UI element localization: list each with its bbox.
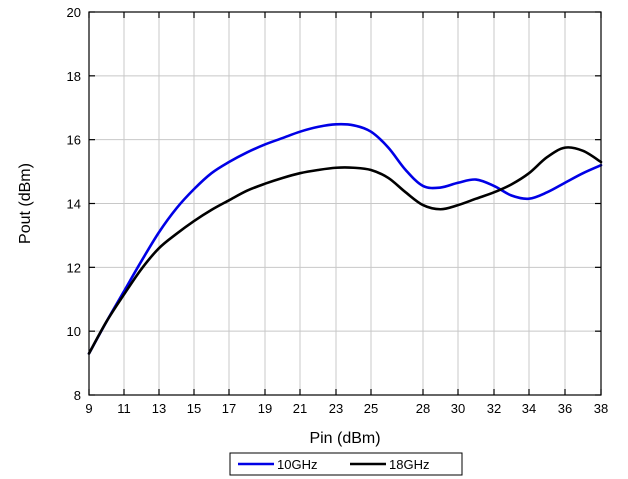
y-tick-label: 8: [74, 388, 81, 403]
legend-label-18ghz: 18GHz: [389, 457, 429, 472]
x-tick-label: 13: [152, 401, 166, 416]
x-tick-label: 38: [594, 401, 608, 416]
series-lines: [87, 122, 603, 355]
legend-box: [229, 452, 463, 476]
x-tick-label: 34: [522, 401, 536, 416]
y-tick-label: 14: [67, 197, 81, 212]
legend-label-10ghz: 10GHz: [277, 457, 317, 472]
x-tick-label: 17: [222, 401, 236, 416]
x-tick-label: 36: [558, 401, 572, 416]
y-axis-label: Pout (dBm): [17, 163, 34, 244]
y-tick-label: 12: [67, 260, 81, 275]
x-tick-label: 28: [416, 401, 430, 416]
x-axis-label: Pin (dBm): [309, 430, 380, 447]
x-tick-label: 9: [85, 401, 92, 416]
x-tick-label: 25: [364, 401, 378, 416]
tick-labels: 9 11 13 15 17 19 21 23 25 28 30 32 34 36 38 8 10 12 14 16 18…: [67, 5, 609, 416]
legend: 10GHz 18GHz: [229, 452, 463, 476]
x-tick-label: 19: [258, 401, 272, 416]
y-tick-label: 20: [67, 5, 81, 20]
series-line-10ghz: [87, 122, 603, 355]
axis-ticks: [88, 11, 602, 396]
series-line-18ghz: [87, 146, 603, 355]
x-tick-label: 32: [487, 401, 501, 416]
x-tick-label: 11: [117, 401, 131, 416]
x-tick-label: 30: [451, 401, 465, 416]
y-tick-label: 10: [67, 324, 81, 339]
grid: [89, 12, 601, 395]
y-tick-label: 18: [67, 69, 81, 84]
x-tick-label: 21: [293, 401, 307, 416]
x-tick-label: 23: [329, 401, 343, 416]
x-tick-label: 15: [187, 401, 201, 416]
y-tick-label: 16: [67, 133, 81, 148]
